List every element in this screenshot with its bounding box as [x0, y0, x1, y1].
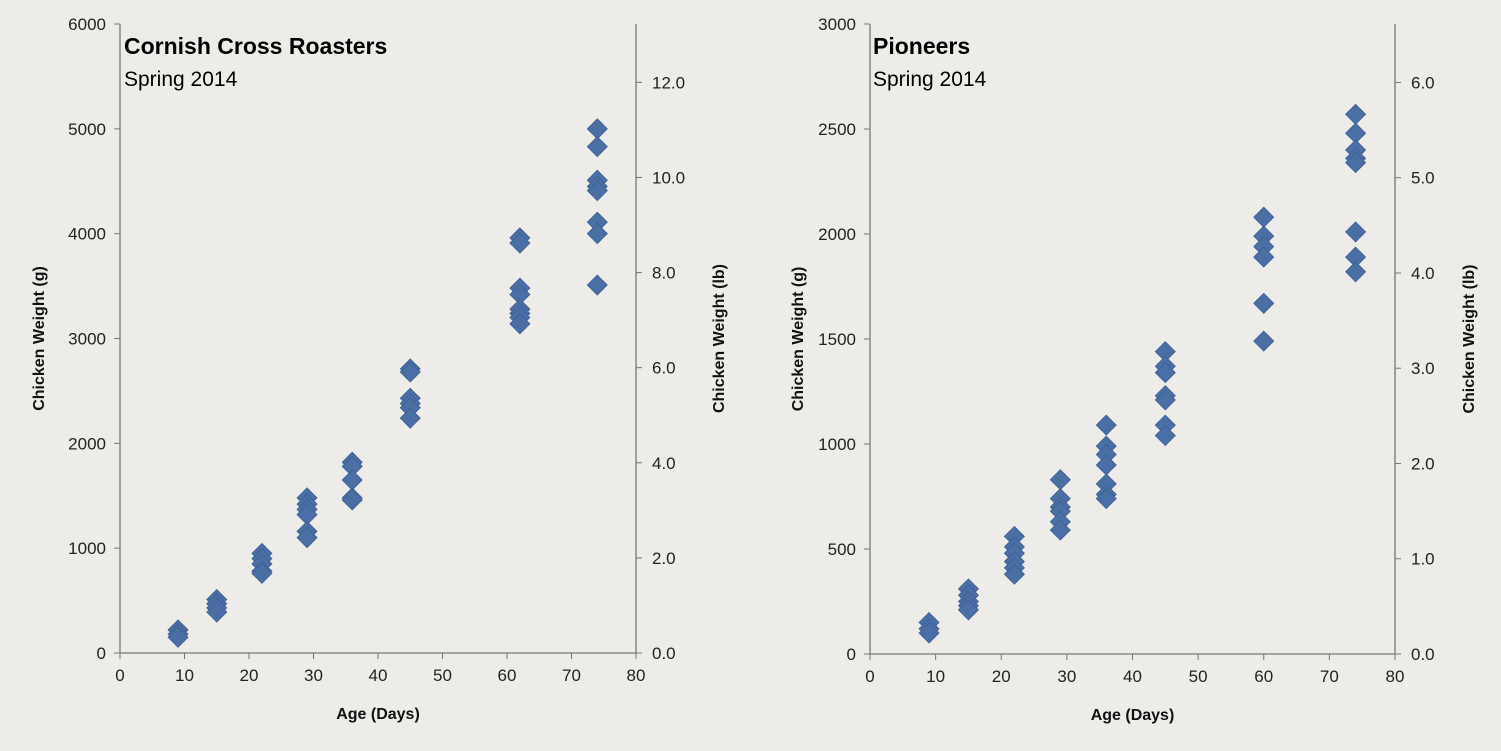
y2-tick-label: 2.0	[1411, 454, 1435, 473]
y-tick-label: 5000	[68, 120, 106, 139]
x-tick-label: 40	[1123, 667, 1142, 686]
x-tick-label: 70	[1320, 667, 1339, 686]
data-point	[1049, 519, 1071, 541]
data-point	[1154, 362, 1176, 384]
x-tick-label: 10	[926, 667, 945, 686]
x-tick-label: 30	[1057, 667, 1076, 686]
y2-tick-label: 2.0	[652, 549, 676, 568]
data-point	[1253, 246, 1275, 268]
data-point	[1154, 389, 1176, 411]
y-tick-label: 0	[97, 644, 106, 663]
data-point	[1095, 488, 1117, 510]
data-point	[586, 274, 608, 296]
x-tick-label: 0	[865, 667, 874, 686]
data-point	[206, 601, 228, 623]
x-tick-label: 40	[369, 666, 388, 685]
x-tick-label: 20	[240, 666, 259, 685]
y-tick-label: 4000	[68, 225, 106, 244]
y-tick-label: 1000	[818, 435, 856, 454]
data-point	[399, 407, 421, 429]
y2-tick-label: 0.0	[1411, 645, 1435, 664]
x-tick-label: 50	[1189, 667, 1208, 686]
data-point	[586, 180, 608, 202]
y2-tick-label: 0.0	[652, 644, 676, 663]
x-tick-label: 0	[115, 666, 124, 685]
data-point	[341, 489, 363, 511]
data-point	[957, 599, 980, 621]
x-tick-label: 80	[627, 666, 646, 685]
y2-tick-label: 10.0	[652, 168, 685, 187]
y2-tick-label: 4.0	[652, 454, 676, 473]
data-point	[1253, 292, 1275, 314]
data-point	[167, 626, 189, 648]
y-tick-label: 1000	[68, 539, 106, 558]
data-point	[1095, 414, 1117, 436]
y-tick-label: 1500	[818, 330, 856, 349]
x-tick-label: 30	[304, 666, 323, 685]
data-point	[1154, 425, 1176, 447]
data-point	[251, 562, 273, 584]
y2-tick-label: 3.0	[1411, 359, 1435, 378]
data-point	[1345, 152, 1367, 174]
data-point	[586, 223, 608, 245]
y-axis-label: Chicken Weight (g)	[31, 266, 48, 411]
chart-subtitle: Spring 2014	[873, 68, 987, 91]
y-tick-label: 2500	[818, 120, 856, 139]
x-tick-label: 60	[1254, 667, 1273, 686]
data-point	[1253, 206, 1275, 228]
x-tick-label: 50	[433, 666, 452, 685]
y2-tick-label: 5.0	[1411, 169, 1435, 188]
y2-tick-label: 12.0	[652, 73, 685, 92]
data-point	[1049, 469, 1071, 491]
data-point	[399, 361, 421, 383]
chart-subtitle: Spring 2014	[124, 68, 238, 91]
y-tick-label: 3000	[818, 15, 856, 34]
chart-panel-2: 0 10 20 30 40 50 60 70 80 0 500 1000 1500 2000 2500 300…	[790, 15, 1478, 724]
y-tick-label: 3000	[68, 330, 106, 349]
x-tick-label: 80	[1386, 667, 1405, 686]
data-point	[1345, 103, 1367, 125]
data-point	[509, 232, 531, 254]
data-point	[341, 469, 363, 491]
y-tick-label: 0	[847, 645, 856, 664]
data-point	[1345, 261, 1367, 283]
data-point	[296, 527, 318, 549]
x-tick-label: 70	[562, 666, 581, 685]
data-point	[1345, 221, 1367, 243]
y-tick-label: 2000	[818, 225, 856, 244]
data-point	[918, 622, 940, 644]
data-point	[586, 136, 608, 158]
x-tick-label: 60	[498, 666, 517, 685]
x-tick-label: 10	[175, 666, 194, 685]
x-axis-label: Age (Days)	[336, 706, 420, 723]
y2-tick-label: 4.0	[1411, 264, 1435, 283]
x-axis-label: Age (Days)	[1091, 707, 1175, 724]
data-point	[509, 313, 531, 335]
data-point	[1253, 330, 1275, 352]
y-tick-label: 500	[828, 540, 856, 559]
data-point	[586, 118, 608, 140]
x-tick-label: 20	[992, 667, 1011, 686]
y2-tick-label: 1.0	[1411, 550, 1435, 569]
data-point	[1003, 563, 1025, 585]
y-axis-label: Chicken Weight (g)	[790, 267, 807, 412]
y2-tick-label: 6.0	[652, 359, 676, 378]
chart-panel-1: 0 10 20 30 40 50 60 70 80 0 1000 2000 3000 4000 5000 60…	[31, 15, 728, 723]
y-tick-label: 6000	[68, 15, 106, 34]
y2-axis-label: Chicken Weight (lb)	[711, 264, 728, 413]
y2-tick-label: 6.0	[1411, 73, 1435, 92]
y-tick-label: 2000	[68, 434, 106, 453]
chart-title: Pioneers	[873, 33, 970, 59]
y2-axis-label: Chicken Weight (lb)	[1461, 264, 1478, 413]
y2-tick-label: 8.0	[652, 264, 676, 283]
chart-title: Cornish Cross Roasters	[124, 33, 387, 59]
